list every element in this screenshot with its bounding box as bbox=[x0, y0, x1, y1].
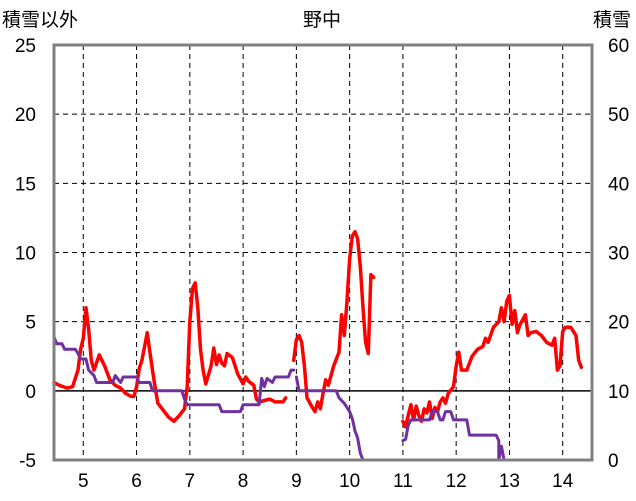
x-tick-label: 11 bbox=[393, 471, 413, 492]
x-tick-label: 5 bbox=[78, 471, 89, 492]
left-tick-label: -5 bbox=[19, 451, 36, 472]
x-tick-label: 12 bbox=[446, 471, 467, 492]
x-tick-label: 7 bbox=[185, 471, 196, 492]
right-tick-label: 10 bbox=[608, 382, 629, 403]
series-line-red bbox=[291, 229, 376, 414]
right-axis-label: 積雪 bbox=[593, 9, 631, 31]
x-tick-label: 10 bbox=[339, 471, 360, 492]
left-tick-label: 25 bbox=[15, 36, 36, 57]
series-line-purple bbox=[401, 410, 591, 462]
x-tick-label: 6 bbox=[131, 471, 142, 492]
left-tick-label: 10 bbox=[15, 244, 36, 265]
x-tick-label: 9 bbox=[291, 471, 302, 492]
left-tick-label: 5 bbox=[25, 313, 36, 334]
left-tick-label: 0 bbox=[25, 382, 36, 403]
left-tick-label: 15 bbox=[15, 174, 36, 195]
series-line-red bbox=[401, 293, 584, 429]
series-line-red bbox=[52, 281, 288, 424]
right-tick-label: 50 bbox=[608, 105, 629, 126]
x-tick-label: 13 bbox=[499, 471, 520, 492]
right-tick-label: 0 bbox=[608, 451, 619, 472]
left-axis-label: 積雪以外 bbox=[2, 9, 78, 31]
left-tick-label: 20 bbox=[15, 105, 36, 126]
series-line-purple bbox=[294, 375, 378, 462]
series-lines bbox=[52, 229, 591, 462]
right-tick-label: 40 bbox=[608, 174, 629, 195]
chart-title: 野中 bbox=[303, 9, 341, 31]
right-tick-label: 60 bbox=[608, 36, 629, 57]
tick-labels: -5 0 0 10 5 20 10 30 15 40 20 50 25 60 5 6 7 8 9 10 11 12 13 14 bbox=[15, 36, 629, 492]
right-tick-label: 20 bbox=[608, 313, 629, 334]
plot-frame bbox=[52, 43, 594, 462]
x-tick-label: 8 bbox=[238, 471, 249, 492]
x-tick-label: 14 bbox=[552, 471, 574, 492]
right-tick-label: 30 bbox=[608, 244, 629, 265]
series-line-purple bbox=[52, 335, 296, 414]
